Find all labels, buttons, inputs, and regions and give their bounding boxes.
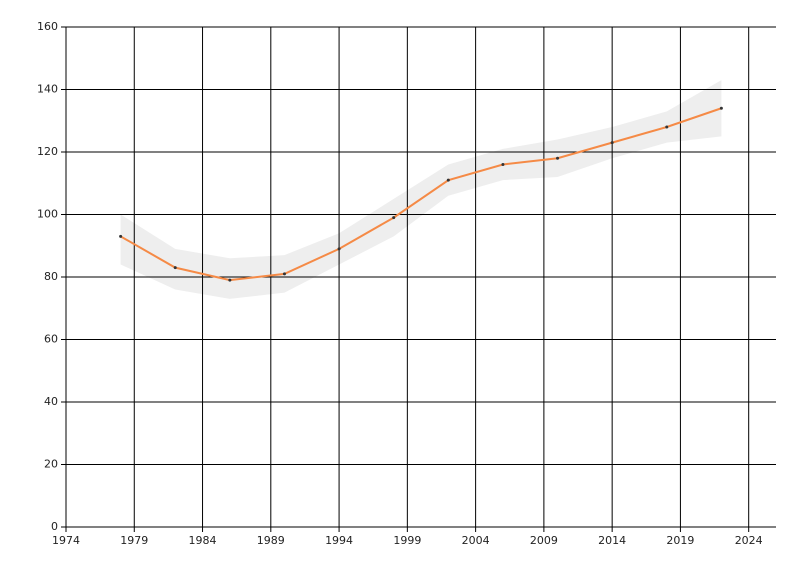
y-tick-label: 120 (37, 145, 58, 158)
y-tick-label: 60 (44, 333, 58, 346)
y-tick-label: 160 (37, 20, 58, 33)
point (119, 234, 123, 238)
x-tick-label: 1994 (325, 534, 353, 547)
point (173, 266, 177, 270)
point (610, 141, 614, 145)
point (665, 125, 669, 129)
x-tick-label: 1999 (393, 534, 421, 547)
point (392, 216, 396, 220)
point (228, 278, 232, 282)
x-tick-label: 1984 (189, 534, 217, 547)
y-tick-label: 20 (44, 458, 58, 471)
point (501, 163, 505, 166)
x-tick-label: 1979 (120, 534, 148, 547)
x-tick-label: 2009 (530, 534, 558, 547)
x-tick-label: 1974 (52, 534, 80, 547)
y-tick-label: 40 (44, 395, 58, 408)
y-tick-label: 140 (37, 83, 58, 96)
point (719, 106, 723, 110)
x-tick-label: 2004 (462, 534, 490, 547)
point (337, 247, 341, 251)
y-tick-label: 100 (37, 208, 58, 221)
y-tick-label: 80 (44, 270, 58, 283)
point (282, 272, 286, 276)
point (556, 156, 560, 160)
line (120, 107, 722, 282)
x-tick-label: 1989 (257, 534, 285, 547)
confidence-band (120, 80, 722, 299)
x-tick-label: 2019 (666, 534, 694, 547)
x-tick-label: 2014 (598, 534, 626, 547)
point (446, 178, 450, 182)
y-tick-label: 0 (51, 520, 58, 533)
x-tick-label: 2024 (735, 534, 763, 547)
